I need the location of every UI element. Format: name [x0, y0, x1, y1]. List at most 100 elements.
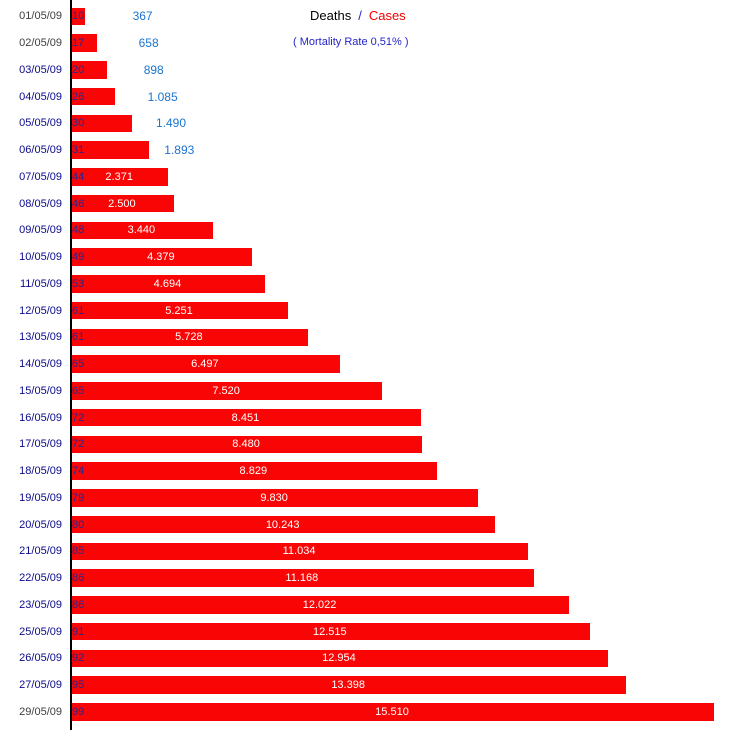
bar-zone: 72 8.480 [70, 435, 750, 454]
cases-value-label: 5.251 [165, 304, 193, 317]
bar-zone: 53 4.694 [70, 275, 750, 293]
deaths-value-label: 86 [72, 572, 85, 585]
cases-value-label: 2.500 [108, 197, 136, 210]
date-label: 04/05/09 [19, 90, 62, 103]
bar-zone: 44 2.371 [70, 168, 750, 186]
chart-legend: Deaths / Cases [310, 8, 406, 23]
chart-row: 21/05/09 85 11.034 [0, 538, 750, 565]
cases-bar: 86 12.022 [70, 596, 570, 614]
cases-value-label: 13.398 [331, 679, 365, 692]
cases-bar: 72 8.480 [70, 435, 423, 454]
date-label: 08/05/09 [19, 197, 62, 210]
cases-bar: 80 10.243 [70, 515, 496, 534]
chart-row: 29/05/09 99 15.510 [0, 699, 750, 726]
chart-row: 27/05/09 95 13.398 [0, 672, 750, 699]
cases-bar: 65 7.520 [70, 382, 383, 400]
cases-bar: 30 [70, 114, 132, 133]
chart-row: 06/05/09 31 1.893 [0, 137, 750, 164]
cases-bar: 65 6.497 [70, 355, 340, 373]
deaths-value-label: 17 [72, 37, 85, 50]
bar-zone: 10 367 [70, 7, 750, 26]
date-label: 27/05/09 [19, 679, 62, 692]
cases-bar: 72 8.451 [70, 408, 421, 427]
deaths-value-label: 20 [72, 63, 85, 76]
cases-bar: 17 [70, 34, 98, 52]
date-label: 19/05/09 [19, 491, 62, 504]
cases-bar: 20 [70, 61, 108, 79]
cases-value-label: 11.034 [282, 545, 316, 558]
cases-value-label: 4.694 [153, 277, 182, 290]
cases-bar: 61 5.728 [70, 328, 308, 347]
bar-zone: 86 11.168 [70, 569, 750, 587]
cases-value-label: 2.371 [105, 170, 133, 183]
chart-row: 25/05/09 91 12.515 [0, 618, 750, 645]
cases-value-label: 367 [132, 9, 153, 24]
y-axis-line [70, 0, 72, 730]
bar-zone: 99 15.510 [70, 703, 750, 721]
deaths-value-label: 61 [72, 331, 85, 344]
cases-bar: 26 [70, 87, 116, 106]
bar-zone: 17 658 [70, 34, 750, 52]
date-label: 07/05/09 [19, 170, 62, 183]
deaths-value-label: 31 [72, 144, 85, 157]
cases-bar: 85 11.034 [70, 542, 529, 561]
bar-zone: 91 12.515 [70, 622, 750, 641]
cases-value-label: 6.497 [191, 358, 219, 371]
date-label: 09/05/09 [19, 224, 62, 237]
date-label: 13/05/09 [19, 331, 62, 344]
date-label: 18/05/09 [19, 465, 62, 478]
bar-zone: 30 1.490 [70, 114, 750, 133]
chart-row: 26/05/09 92 12.954 [0, 645, 750, 672]
deaths-value-label: 30 [72, 117, 85, 130]
date-label: 23/05/09 [19, 598, 62, 611]
cases-bar: 48 3.440 [70, 221, 213, 240]
mortality-rate-subtitle: ( Mortality Rate 0,51% ) [293, 36, 409, 48]
date-label: 26/05/09 [19, 652, 62, 665]
cases-value-label: 8.829 [239, 465, 268, 478]
cases-bar: 95 13.398 [70, 676, 627, 694]
cases-bar: 92 12.954 [70, 649, 608, 668]
deaths-value-label: 61 [72, 304, 85, 317]
legend-cases-label: Cases [368, 8, 406, 23]
deaths-value-label: 53 [72, 277, 85, 290]
chart-row: 10/05/09 49 4.379 [0, 244, 750, 271]
bar-zone: 86 12.022 [70, 596, 750, 614]
cases-value-label: 15.510 [375, 705, 409, 718]
cases-bar: 44 2.371 [70, 168, 169, 186]
cases-bar: 91 12.515 [70, 622, 590, 641]
deaths-value-label: 49 [72, 251, 85, 264]
chart-row: 08/05/09 46 2.500 [0, 190, 750, 217]
chart-row: 09/05/09 48 3.440 [0, 217, 750, 244]
bar-zone: 49 4.379 [70, 248, 750, 266]
deaths-value-label: 80 [72, 518, 85, 531]
date-label: 02/05/09 [19, 37, 62, 50]
cases-bar: 46 2.500 [70, 194, 174, 213]
bar-zone: 61 5.251 [70, 301, 750, 320]
cases-value-label: 1.490 [155, 116, 187, 131]
chart-row: 22/05/09 86 11.168 [0, 565, 750, 592]
chart-row: 15/05/09 65 7.520 [0, 378, 750, 405]
cases-value-label: 898 [143, 62, 164, 77]
chart-row: 04/05/09 26 1.085 [0, 83, 750, 110]
cases-bar: 86 11.168 [70, 569, 534, 587]
bar-zone: 48 3.440 [70, 221, 750, 240]
bar-zone: 92 12.954 [70, 649, 750, 668]
deaths-value-label: 72 [72, 411, 85, 424]
deaths-value-label: 91 [72, 625, 85, 638]
cases-bar: 99 15.510 [70, 703, 714, 721]
chart-row: 20/05/09 80 10.243 [0, 511, 750, 538]
date-label: 11/05/09 [19, 277, 62, 290]
cases-value-label: 12.954 [322, 652, 356, 665]
date-label: 25/05/09 [19, 625, 62, 638]
cases-value-label: 5.728 [175, 331, 203, 344]
deaths-value-label: 65 [72, 384, 85, 397]
cases-value-label: 8.451 [231, 411, 260, 424]
deaths-value-label: 79 [72, 491, 85, 504]
cases-value-label: 9.830 [260, 491, 288, 504]
bar-zone: 31 1.893 [70, 141, 750, 159]
bar-zone: 72 8.451 [70, 408, 750, 427]
cases-value-label: 7.520 [212, 384, 240, 397]
bar-zone: 95 13.398 [70, 676, 750, 694]
chart-row: 18/05/09 74 8.829 [0, 458, 750, 485]
cases-value-label: 8.480 [232, 438, 260, 451]
